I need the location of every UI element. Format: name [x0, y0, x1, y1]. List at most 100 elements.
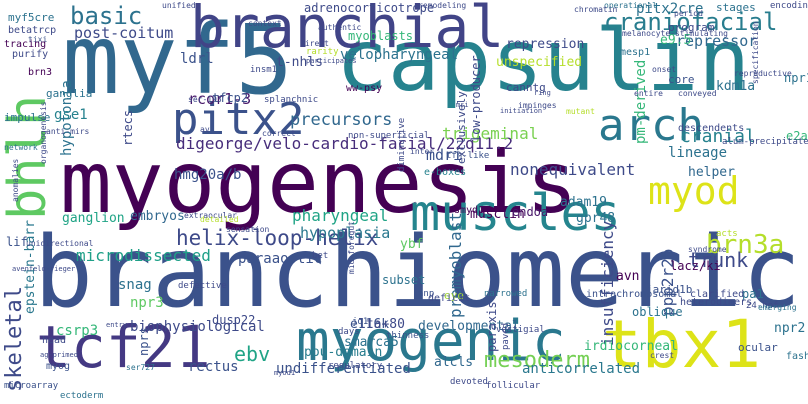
word: jarid1b — [646, 283, 693, 296]
word: craniofacial — [604, 8, 778, 36]
word: mesoderm — [484, 348, 590, 373]
word: t-nhls — [276, 55, 323, 70]
word: head — [42, 335, 67, 346]
word: mesp1 — [620, 47, 651, 58]
word: diminutive — [397, 117, 407, 172]
word: avenfeld-rieger — [12, 265, 76, 273]
word: thinness — [386, 331, 430, 341]
word: adam19 — [560, 195, 607, 210]
word: purify — [12, 49, 49, 60]
word: adrenocorticotrope — [304, 1, 435, 15]
word: narrowed — [484, 289, 528, 299]
word: devoted — [450, 377, 488, 387]
word: pitx2cre — [636, 1, 704, 17]
word: rarity — [306, 47, 339, 57]
word: conveyed — [678, 89, 717, 98]
word: unspecified — [496, 55, 583, 70]
word: myogenesis — [60, 133, 578, 233]
word: mutant — [566, 107, 595, 116]
word: intrachromosomal — [586, 289, 683, 300]
word: developmental — [418, 319, 520, 334]
word: branchial — [190, 0, 505, 61]
word: irdiocorneal — [584, 339, 678, 354]
word: encoding — [770, 1, 808, 11]
word: initiation — [500, 107, 543, 115]
word: unified — [162, 1, 196, 10]
word: npr1 — [784, 71, 808, 85]
word: avn — [616, 269, 640, 284]
word: myf5cre — [8, 11, 55, 24]
word: ganglion — [62, 211, 125, 226]
word: impulse — [4, 111, 51, 124]
word: precursors — [290, 110, 393, 130]
word: pm-derived — [633, 59, 649, 144]
word: pharyngeal — [292, 206, 389, 225]
word: smarca5 — [344, 335, 399, 350]
word: canntg — [506, 81, 546, 94]
word: ser-193 — [188, 95, 222, 104]
word: syndrome — [688, 245, 727, 254]
word: oblique — [632, 305, 683, 319]
word: myod1 — [274, 369, 296, 377]
word: alum-precipitated — [722, 137, 808, 147]
word: operational — [604, 1, 657, 10]
word: endoa — [512, 205, 549, 219]
word: anp — [418, 289, 435, 299]
word: authentic — [318, 23, 362, 32]
word: trigeminal — [442, 124, 539, 143]
word: paraaortic — [238, 251, 323, 267]
word: tfh-like — [446, 151, 490, 161]
word: myog — [46, 361, 71, 372]
word: splanchnic — [264, 95, 319, 105]
word: tcf21 — [36, 313, 211, 381]
word: nonequivalent — [510, 160, 636, 179]
word: participates — [306, 57, 357, 65]
word: ybf — [400, 237, 424, 252]
word: microdissected — [76, 246, 211, 265]
word: inter — [410, 147, 435, 156]
word: ag-primed — [40, 351, 78, 359]
word: capsulin — [336, 11, 751, 111]
word: alcls — [434, 355, 474, 370]
word: velopharyngeal — [340, 47, 459, 63]
word: remodeling — [418, 1, 467, 10]
word: brn3a — [706, 230, 785, 260]
word: bet — [312, 251, 329, 261]
word: impinges — [518, 101, 557, 110]
word: anticorrelated — [522, 361, 641, 377]
word: embryos — [130, 209, 185, 224]
word: anomalies — [11, 158, 20, 202]
word: clarified — [690, 289, 745, 300]
word: e2a — [786, 129, 808, 143]
word: repression — [506, 37, 585, 52]
word: gpr48 — [576, 211, 616, 226]
word: ww-psy — [346, 83, 383, 94]
word: mdri — [426, 146, 463, 164]
word: period — [674, 9, 703, 18]
word: vestigial — [496, 325, 545, 335]
word: e9.5 — [660, 33, 692, 48]
word: lineage — [668, 145, 728, 161]
word: lacz/ki — [670, 259, 721, 273]
word: rtecs — [121, 109, 135, 146]
word: e-boxes — [424, 167, 467, 178]
word: correct — [262, 129, 296, 138]
word: direct — [300, 39, 329, 48]
word: microarray — [4, 381, 59, 391]
word: rectus — [188, 359, 239, 375]
word: basic — [70, 2, 143, 30]
word: anti-mirs — [46, 127, 90, 136]
word: brn3 — [28, 67, 53, 78]
word: pou-domain — [304, 345, 383, 360]
word: hmg20a/b — [174, 167, 242, 183]
word: defective — [178, 281, 227, 291]
word: onset — [652, 65, 677, 74]
word: program — [668, 21, 715, 34]
word: helix-loop-helix — [176, 226, 379, 250]
word: myf5 — [62, 4, 294, 116]
word: pitx2 — [172, 94, 305, 145]
word: hypoplasia — [300, 224, 391, 242]
word: 24-hpf — [746, 301, 779, 311]
word: digeorge/velo-cardio-facial/22q11.2 — [176, 134, 514, 153]
